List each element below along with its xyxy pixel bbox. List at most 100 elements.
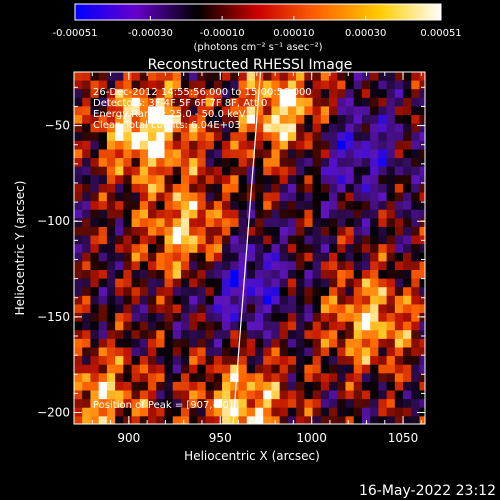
heatmap-cell (337, 235, 347, 245)
heatmap-cell (312, 287, 322, 297)
heatmap-cell (82, 330, 92, 340)
heatmap-cell (98, 313, 108, 323)
heatmap-cell (222, 183, 231, 194)
heatmap-cell (419, 97, 425, 108)
heatmap-cell (131, 347, 141, 357)
heatmap-cell (139, 72, 149, 82)
heatmap-cell (238, 123, 248, 133)
heatmap-cell (353, 140, 363, 151)
heatmap-cell (213, 416, 223, 424)
heatmap-cell (139, 89, 149, 99)
colorbar-tick-label: -0.00051 (53, 28, 98, 39)
heatmap-cell (271, 183, 281, 194)
heatmap-cell (82, 183, 92, 194)
heatmap-cell (90, 209, 100, 219)
heatmap-cell (320, 149, 330, 159)
heatmap-cell (197, 209, 207, 219)
heatmap-cell (139, 399, 149, 409)
heatmap-cell (197, 338, 207, 349)
heatmap-cell (180, 347, 190, 357)
heatmap-cell (164, 278, 174, 288)
heatmap-cell (238, 381, 248, 392)
colorbar-ticks: -0.00051 -0.00030 -0.00010 0.00010 0.00030 0.… (53, 16, 462, 39)
heatmap-cell (386, 226, 396, 237)
heatmap-cell (370, 399, 379, 409)
heatmap-cell (345, 270, 355, 280)
heatmap-cell (164, 183, 174, 194)
heatmap-cell (337, 381, 347, 392)
heatmap-cell (329, 261, 338, 271)
heatmap-cell (197, 347, 207, 357)
heatmap-cell (222, 356, 231, 366)
heatmap-cell (411, 373, 421, 383)
heatmap-cell (378, 209, 388, 219)
heatmap-cell (115, 226, 124, 237)
heatmap-cell (106, 261, 116, 271)
heatmap-cell (271, 321, 281, 331)
heatmap-cell (320, 373, 330, 383)
heatmap-cell (296, 381, 305, 392)
heatmap-cell (98, 321, 108, 331)
heatmap-cell (337, 356, 347, 366)
heatmap-cell (222, 166, 231, 176)
heatmap-cell (403, 72, 412, 82)
heatmap-cell (394, 183, 404, 194)
heatmap-cell (205, 175, 215, 185)
heatmap-cell (312, 373, 322, 383)
heatmap-cell (106, 97, 116, 108)
heatmap-cell (386, 158, 396, 168)
heatmap-cell (74, 115, 83, 125)
heatmap-cell (164, 313, 174, 323)
heatmap-cell (106, 356, 116, 366)
heatmap-cell (361, 140, 371, 151)
heatmap-cell (279, 80, 289, 90)
heatmap-cell (189, 295, 198, 306)
heatmap-cell (312, 356, 322, 366)
heatmap-cell (148, 407, 157, 417)
heatmap-cell (411, 364, 421, 374)
heatmap-cell (246, 261, 256, 271)
heatmap-cell (419, 252, 425, 262)
heatmap-cell (361, 123, 371, 133)
heatmap-cell (370, 123, 379, 133)
heatmap-cell (312, 218, 322, 228)
heatmap-cell (230, 270, 240, 280)
heatmap-cell (230, 132, 240, 142)
heatmap-cell (386, 407, 396, 417)
heatmap-cell (312, 106, 322, 116)
heatmap-cell (329, 399, 338, 409)
heatmap-cell (337, 149, 347, 159)
heatmap-cell (180, 287, 190, 297)
heatmap-cell (345, 278, 355, 288)
heatmap-cell (320, 330, 330, 340)
heatmap-cell (345, 115, 355, 125)
heatmap-cell (172, 115, 182, 125)
heatmap-cell (263, 72, 273, 82)
heatmap-cell (361, 356, 371, 366)
heatmap-cell (156, 235, 166, 245)
heatmap-cell (213, 115, 223, 125)
heatmap-cell (189, 407, 198, 417)
heatmap-cell (386, 106, 396, 116)
heatmap-cell (164, 321, 174, 331)
heatmap-cell (148, 338, 157, 349)
heatmap-cell (205, 80, 215, 90)
heatmap-cell (98, 347, 108, 357)
heatmap-cell (403, 192, 412, 202)
heatmap-cell (74, 244, 83, 254)
heatmap-cell (180, 106, 190, 116)
annotation-energy: Energy Range: 25.0 - 50.0 keV (93, 109, 246, 120)
heatmap-cell (386, 252, 396, 262)
heatmap-cell (74, 149, 83, 159)
y-tick-label: −200 (37, 406, 70, 420)
heatmap-cell (189, 140, 198, 151)
heatmap-cell (238, 399, 248, 409)
heatmap-cell (279, 295, 289, 306)
heatmap-cell (238, 89, 248, 99)
heatmap-cell (123, 347, 133, 357)
heatmap-cell (164, 304, 174, 314)
heatmap-cell (98, 399, 108, 409)
heatmap-cell (197, 304, 207, 314)
heatmap-cell (238, 270, 248, 280)
heatmap-cell (403, 89, 412, 99)
